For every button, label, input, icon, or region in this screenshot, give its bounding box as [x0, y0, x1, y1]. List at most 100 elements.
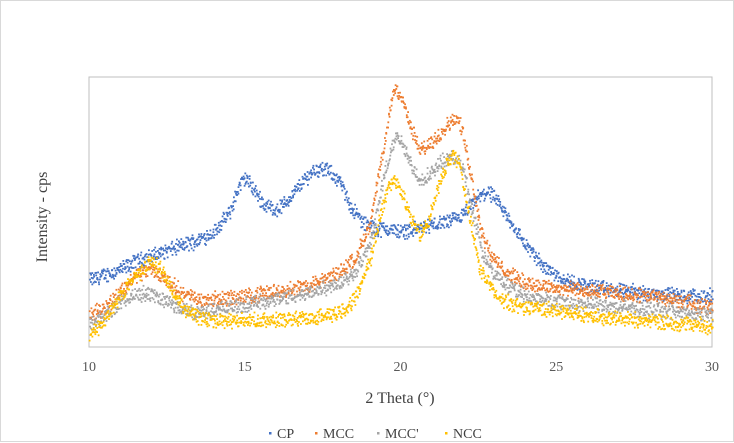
data-point	[517, 228, 520, 230]
data-point	[218, 320, 221, 323]
data-point	[140, 273, 142, 275]
data-point	[678, 312, 681, 314]
data-point	[366, 229, 368, 231]
data-point	[436, 167, 438, 169]
data-point	[388, 106, 391, 109]
data-point	[645, 291, 648, 294]
data-point	[188, 249, 190, 252]
data-point	[554, 289, 556, 292]
data-point	[391, 178, 393, 181]
data-point	[555, 286, 557, 289]
data-point	[613, 306, 615, 308]
data-point	[143, 295, 146, 298]
data-point	[606, 308, 609, 311]
data-point	[132, 254, 135, 257]
data-point	[604, 293, 607, 296]
data-point	[89, 318, 92, 320]
data-point	[535, 264, 538, 267]
data-point	[293, 293, 296, 296]
data-point	[265, 326, 268, 329]
data-point	[282, 324, 284, 327]
data-point	[191, 309, 193, 311]
data-point	[433, 170, 435, 172]
data-point	[349, 255, 352, 257]
data-point	[704, 298, 706, 301]
data-point	[191, 290, 194, 293]
data-point	[405, 106, 407, 109]
data-point	[560, 280, 563, 283]
data-point	[298, 288, 301, 291]
data-point	[656, 309, 658, 312]
data-point	[687, 291, 690, 294]
data-point	[432, 147, 435, 149]
data-point	[570, 287, 572, 290]
data-point	[351, 267, 354, 269]
data-point	[711, 311, 714, 313]
data-point	[547, 291, 550, 293]
data-point	[424, 224, 427, 227]
data-point	[138, 257, 140, 260]
data-point	[321, 289, 324, 292]
data-point	[639, 286, 641, 289]
data-point	[312, 279, 315, 282]
data-point	[141, 266, 144, 269]
data-point	[151, 297, 154, 299]
data-point	[125, 260, 128, 263]
data-point	[272, 296, 274, 299]
data-point	[258, 301, 261, 304]
data-point	[435, 225, 437, 228]
data-point	[421, 229, 424, 232]
data-point	[483, 257, 486, 260]
data-point	[134, 259, 136, 261]
data-point	[264, 308, 267, 310]
data-point	[298, 179, 301, 181]
data-point	[478, 193, 481, 196]
data-point	[609, 285, 611, 287]
data-point	[266, 200, 269, 203]
data-point	[182, 310, 184, 313]
data-point	[344, 270, 347, 273]
data-point	[325, 318, 328, 321]
data-point	[631, 291, 634, 294]
data-point	[690, 293, 693, 296]
data-point	[405, 114, 408, 117]
data-point	[662, 295, 664, 297]
data-point	[308, 295, 311, 298]
data-point	[308, 178, 310, 181]
data-point	[415, 168, 418, 171]
data-point	[439, 157, 441, 160]
data-point	[401, 146, 404, 148]
data-point	[106, 302, 108, 304]
data-point	[158, 277, 161, 279]
data-point	[547, 279, 550, 282]
data-point	[126, 265, 129, 268]
data-point	[528, 297, 531, 300]
data-point	[259, 321, 262, 324]
data-point	[498, 257, 500, 259]
data-point	[264, 208, 267, 211]
data-point	[400, 139, 403, 142]
data-point	[557, 280, 560, 283]
data-point	[245, 291, 248, 294]
data-point	[323, 275, 326, 278]
data-point	[147, 286, 150, 289]
data-point	[495, 202, 497, 205]
data-point	[121, 282, 124, 285]
data-point	[194, 317, 196, 320]
data-point	[603, 305, 606, 308]
data-point	[257, 300, 260, 303]
data-point	[393, 140, 396, 143]
data-point	[514, 283, 517, 285]
data-point	[579, 292, 581, 294]
data-point	[132, 278, 134, 281]
data-point	[470, 177, 473, 179]
data-point	[288, 319, 290, 322]
data-point	[566, 277, 568, 280]
data-point	[135, 294, 138, 297]
data-point	[664, 295, 666, 297]
data-point	[297, 287, 300, 290]
data-point	[703, 290, 706, 293]
data-point	[377, 235, 380, 238]
data-point	[298, 321, 300, 323]
data-point	[475, 228, 478, 230]
